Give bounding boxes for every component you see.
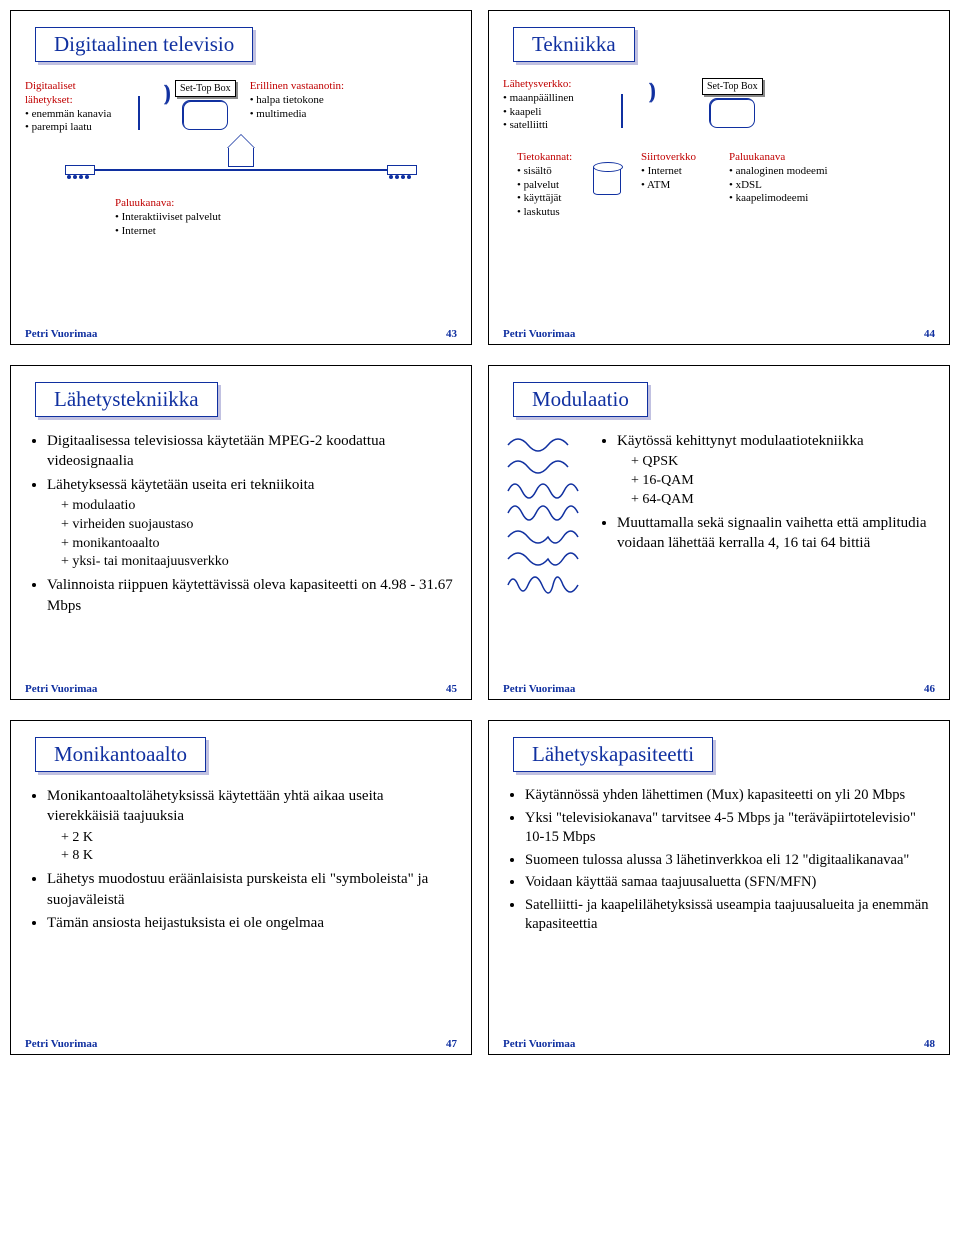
bullet: Käytössä kehittynyt modulaatiotekniikka: [617, 433, 864, 449]
bullet: Muuttamalla sekä signaalin vaihetta että…: [617, 513, 935, 554]
bullet: Yksi "televisiokanava" tarvitsee 4-5 Mbp…: [525, 809, 935, 848]
returnch-col: Paluukanava • analoginen modeemi • xDSL …: [729, 151, 849, 206]
label: Interaktiiviset palvelut: [122, 211, 221, 223]
label: sisältö: [524, 165, 552, 177]
bullet: Voidaan käyttää samaa taajuusaluetta (SF…: [525, 873, 935, 893]
slide-number: 48: [924, 1038, 935, 1050]
slide-title: Monikantoaalto: [35, 737, 206, 772]
return-channel: Paluukanava: • Interaktiiviset palvelut …: [115, 197, 457, 238]
label: Erillinen vastaanotin:: [250, 80, 350, 94]
slide-47: Monikantoaalto Monikantoaaltolähetyksiss…: [10, 720, 472, 1055]
bullet: Suomeen tulossa alussa 3 lähetinverkkoa …: [525, 851, 935, 871]
label: Lähetysverkko:: [503, 78, 598, 92]
slide-number: 43: [446, 328, 457, 340]
slide-body: Monikantoaaltolähetyksissä käytettään yh…: [29, 786, 457, 933]
bullet: Käytännössä yhden lähettimen (Mux) kapas…: [525, 786, 935, 806]
diagram-col1: Digitaaliset lähetykset: • enemmän kanav…: [25, 80, 117, 135]
label: Internet: [122, 225, 156, 237]
label: xDSL: [736, 179, 762, 191]
slide-43: Digitaalinen televisio Digitaaliset lähe…: [10, 10, 472, 345]
slide-title: Lähetyskapasiteetti: [513, 737, 713, 772]
settop-box: Set-Top Box: [175, 80, 236, 130]
label: Paluukanava:: [115, 197, 457, 211]
network-col: Lähetysverkko: • maanpäällinen • kaapeli…: [503, 78, 598, 133]
wave-diagram: [503, 433, 583, 608]
label: analoginen modeemi: [736, 165, 828, 177]
slide-author: Petri Vuorimaa: [503, 328, 575, 340]
label: enemmän kanavia: [32, 108, 112, 120]
slide-44: Tekniikka Lähetysverkko: • maanpäällinen…: [488, 10, 950, 345]
label: palvelut: [524, 179, 559, 191]
slide-author: Petri Vuorimaa: [503, 683, 575, 695]
sub-bullet: 8 K: [61, 847, 457, 866]
label: Set-Top Box: [707, 81, 758, 92]
slide-deck: Digitaalinen televisio Digitaaliset lähe…: [10, 10, 950, 1055]
slide-title: Lähetystekniikka: [35, 382, 218, 417]
sub-bullet: yksi- tai monitaajuusverkko: [61, 553, 457, 572]
sub-bullet: monikantoaalto: [61, 535, 457, 554]
settop-box: Set-Top Box: [702, 78, 763, 128]
slide-number: 46: [924, 683, 935, 695]
bullet: Lähetys muodostuu eräänlaisista purskeis…: [47, 869, 457, 910]
sine-waves-icon: [503, 433, 583, 603]
label: laskutus: [524, 206, 560, 218]
transport-col: Siirtoverkko • Internet • ATM: [641, 151, 719, 192]
sub-bullet: modulaatio: [61, 497, 457, 516]
slide-author: Petri Vuorimaa: [503, 1038, 575, 1050]
sub-bullet: 16-QAM: [631, 472, 935, 491]
rf-waves-icon: ))): [164, 80, 167, 106]
sub-bullet: 64-QAM: [631, 491, 935, 510]
label: maanpäällinen: [510, 92, 574, 104]
sub-bullet: virheiden suojaustaso: [61, 516, 457, 535]
slide-title: Tekniikka: [513, 27, 635, 62]
label: Set-Top Box: [180, 83, 231, 94]
label: Paluukanava: [729, 151, 849, 165]
label: Digitaaliset lähetykset:: [25, 80, 117, 108]
bullet: Satelliitti- ja kaapelilähetyksissä usea…: [525, 896, 935, 935]
slide-body: Käytännössä yhden lähettimen (Mux) kapas…: [507, 786, 935, 935]
sub-bullet: QPSK: [631, 453, 935, 472]
label: Siirtoverkko: [641, 151, 719, 165]
slide-48: Lähetyskapasiteetti Käytännössä yhden lä…: [488, 720, 950, 1055]
label: kaapelimodeemi: [736, 192, 809, 204]
label: ATM: [647, 179, 670, 191]
tv-icon: [182, 100, 228, 130]
bullet: Monikantoaaltolähetyksissä käytettään yh…: [47, 788, 384, 824]
slide-body: Käytössä kehittynyt modulaatiotekniikka …: [599, 431, 935, 556]
tv-icon: [709, 98, 755, 128]
antenna: [608, 78, 638, 128]
slide-author: Petri Vuorimaa: [25, 683, 97, 695]
slide-46: Modulaatio Käytössä kehittynyt modulaati…: [488, 365, 950, 700]
antenna: [125, 80, 155, 130]
diagram-col2: Erillinen vastaanotin: • halpa tietokone…: [250, 80, 350, 121]
database-icon: [593, 165, 621, 195]
label: halpa tietokone: [256, 94, 324, 106]
slide-title: Digitaalinen televisio: [35, 27, 253, 62]
slide-number: 47: [446, 1038, 457, 1050]
bullet: Valinnoista riippuen käytettävissä oleva…: [47, 575, 457, 616]
rf-waves-icon: ))): [649, 78, 652, 104]
label: satelliitti: [510, 119, 549, 131]
label: kaapeli: [510, 106, 542, 118]
slide-title: Modulaatio: [513, 382, 648, 417]
cable-diagram: [65, 169, 417, 171]
db-col: Tietokannat: • sisältö • palvelut • käyt…: [503, 151, 583, 220]
bullet: Lähetyksessä käytetään useita eri teknii…: [47, 477, 314, 493]
slide-number: 45: [446, 683, 457, 695]
label: parempi laatu: [32, 121, 92, 133]
slide-body: Digitaalisessa televisiossa käytetään MP…: [29, 431, 457, 616]
slide-number: 44: [924, 328, 935, 340]
label: käyttäjät: [524, 192, 562, 204]
house-icon: [228, 147, 254, 167]
slide-author: Petri Vuorimaa: [25, 328, 97, 340]
bullet: Digitaalisessa televisiossa käytetään MP…: [47, 431, 457, 472]
slide-author: Petri Vuorimaa: [25, 1038, 97, 1050]
slide-45: Lähetystekniikka Digitaalisessa televisi…: [10, 365, 472, 700]
label: multimedia: [256, 108, 306, 120]
label: Internet: [648, 165, 682, 177]
sub-bullet: 2 K: [61, 829, 457, 848]
label: Tietokannat:: [517, 151, 583, 165]
bullet: Tämän ansiosta heijastuksista ei ole ong…: [47, 913, 457, 933]
